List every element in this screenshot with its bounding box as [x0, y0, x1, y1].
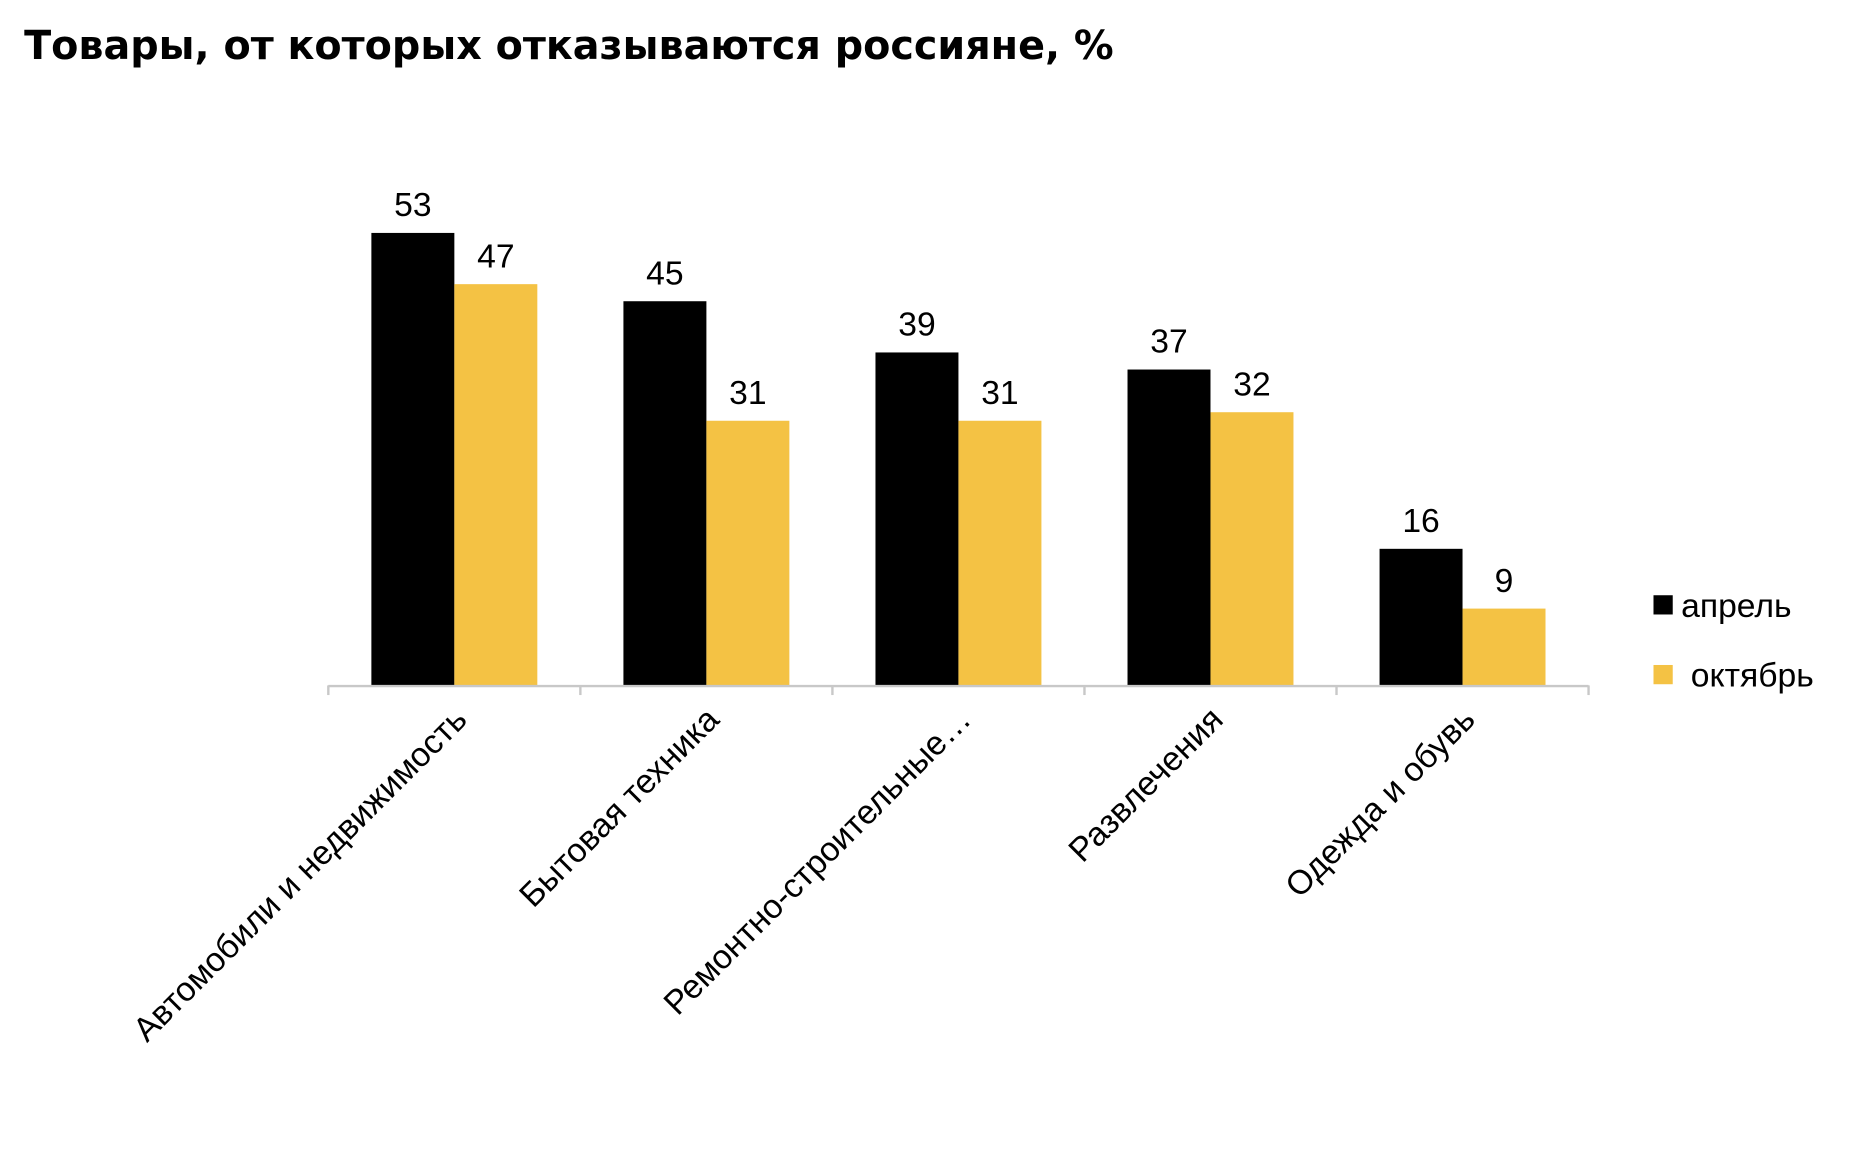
legend-swatch	[1653, 664, 1673, 685]
bar-october	[1210, 412, 1294, 686]
bar-april	[1127, 369, 1211, 686]
data-label: 16	[1402, 503, 1439, 540]
bar-april	[1379, 548, 1463, 686]
legend-swatch	[1653, 595, 1673, 615]
legend-label: октябрь	[1691, 658, 1814, 695]
category-label: Автомобили и недвижимость	[126, 701, 474, 1049]
bar-october	[1462, 608, 1546, 686]
bar-april	[875, 352, 959, 686]
data-label: 31	[729, 375, 766, 412]
data-label: 31	[981, 375, 1018, 412]
category-label: Бытовая техника	[513, 701, 727, 915]
bar-october	[454, 284, 538, 686]
data-label: 47	[477, 238, 514, 275]
bar-october	[958, 420, 1042, 686]
data-label: 45	[646, 255, 683, 292]
category-label: Развлечения	[1062, 701, 1231, 870]
bar-april	[371, 232, 455, 686]
legend-label: апрель	[1681, 588, 1791, 625]
legend: апрель октябрь	[1653, 588, 1814, 695]
chart-title: Товары, от которых отказываются россияне…	[24, 23, 1114, 69]
category-label: Одежда и обувь	[1279, 701, 1483, 905]
category-label: Ремонтно-строительные…	[657, 701, 978, 1022]
data-label: 39	[898, 307, 935, 344]
bar-april	[623, 301, 707, 686]
data-label: 32	[1233, 366, 1270, 403]
data-label: 53	[394, 187, 431, 224]
data-label: 9	[1495, 563, 1514, 600]
bar-october	[706, 420, 790, 686]
data-label: 37	[1150, 324, 1187, 361]
